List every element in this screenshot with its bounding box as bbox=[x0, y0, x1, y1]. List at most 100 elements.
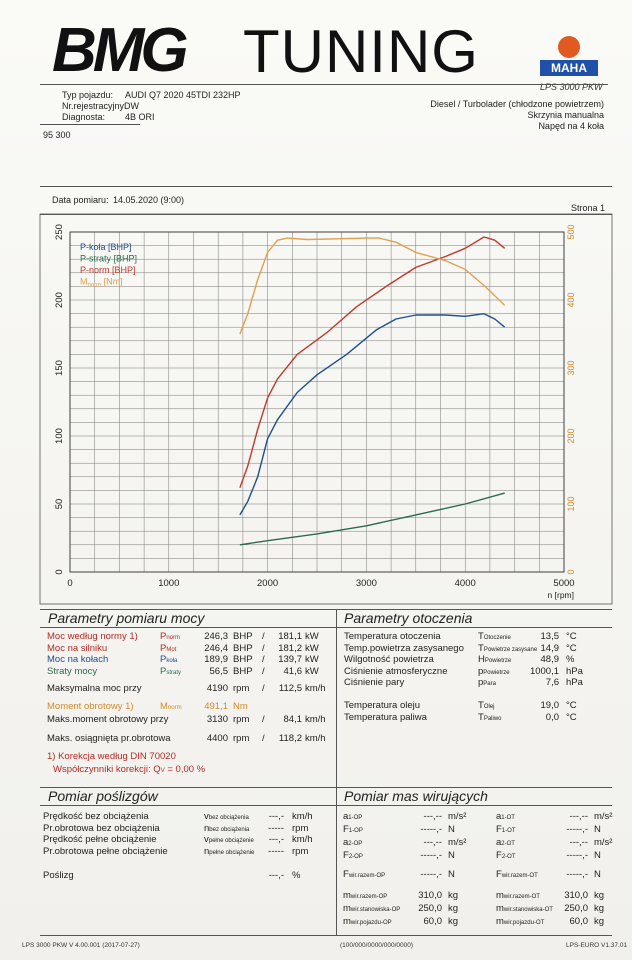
max-torque-rpm: 3130 bbox=[206, 714, 228, 725]
environment-row-value: 13,5 bbox=[540, 631, 560, 642]
y-left-tick-label: 50 bbox=[54, 499, 65, 510]
mass-right-symbol: a2-OT bbox=[496, 837, 515, 848]
mass-right-value: -----,- bbox=[566, 824, 588, 835]
mass-right-symbol: mwir.stanowiska-OT bbox=[496, 903, 553, 914]
slip-row-value: ----- bbox=[268, 822, 284, 834]
mass-right-symbol: Fwir.razem-OT bbox=[496, 869, 538, 880]
x-tick-label: 3000 bbox=[356, 578, 377, 589]
y-left-tick-label: 250 bbox=[54, 224, 65, 240]
registration-label: Nr.rejestracyjnyDW bbox=[62, 101, 140, 111]
mass-right-unit: N bbox=[594, 869, 601, 880]
power-row-unit-bhp: BHP bbox=[233, 631, 253, 642]
x-tick-label: 5000 bbox=[553, 578, 574, 589]
environment-row-unit: °C bbox=[566, 700, 577, 711]
mass-right-symbol: F2-OT bbox=[496, 850, 516, 861]
max-power-rpm: 4190 bbox=[206, 683, 228, 694]
mass-right-value: 250,0 bbox=[564, 903, 588, 914]
mass-right-unit: kg bbox=[594, 916, 605, 927]
power-row-value-bhp: 246,3 bbox=[204, 631, 228, 642]
device-model: LPS 3000 PKW bbox=[540, 82, 603, 92]
legend-entry: Mnorm [Nm] bbox=[80, 277, 123, 289]
slip-row-symbol: npełne obciążenie bbox=[204, 845, 255, 857]
slip-row-symbol: vbez obciążenia bbox=[204, 811, 249, 822]
rpm-unit: rpm bbox=[233, 714, 250, 725]
power-row-value-bhp: 246,4 bbox=[204, 642, 228, 654]
environment-row-symbol: pPara bbox=[478, 677, 496, 688]
maha-label: MAHA bbox=[540, 60, 598, 76]
environment-row-label: Temperatura oleju bbox=[344, 700, 421, 711]
power-row-label: Straty mocy bbox=[47, 665, 98, 677]
power-row-unit-kw: kW bbox=[305, 642, 319, 654]
series-line bbox=[239, 237, 506, 335]
mass-right-symbol: mwir.pojazdu-OT bbox=[496, 916, 545, 927]
mass-left-unit: m/s² bbox=[448, 837, 467, 848]
fuel-type: Diesel / Turbolader (chłodzone powietrze… bbox=[430, 99, 604, 109]
power-row-value-kw: 181,2 bbox=[278, 642, 302, 654]
mass-left-value: ---,-- bbox=[423, 811, 442, 822]
environment-row-unit: °C bbox=[566, 631, 577, 642]
mass-left-symbol: F2-OP bbox=[343, 850, 363, 861]
divider bbox=[40, 609, 612, 610]
environment-row-value: 0,0 bbox=[545, 711, 559, 723]
mass-left-unit: N bbox=[448, 850, 455, 861]
environment-section-title: Parametry otoczenia bbox=[344, 610, 473, 626]
series-line bbox=[239, 313, 506, 516]
mass-left-unit: kg bbox=[448, 916, 459, 927]
environment-row-label: Temperatura otoczenia bbox=[344, 631, 441, 642]
divider bbox=[40, 214, 612, 215]
mass-left-symbol: mwir.stanowiska-OP bbox=[343, 903, 401, 914]
y-left-tick-label: 150 bbox=[54, 360, 65, 376]
environment-row-symbol: TPowietrze zasysane bbox=[478, 642, 538, 654]
environment-row-unit: % bbox=[566, 654, 575, 665]
torque-symbol: Mnorm bbox=[160, 701, 182, 712]
slip-row-unit: km/h bbox=[292, 834, 313, 845]
environment-row-unit: °C bbox=[566, 711, 577, 723]
mass-right-value: 310,0 bbox=[564, 890, 588, 901]
diagnostician-value: 4B ORI bbox=[125, 112, 155, 122]
max-speed-rpm: 4400 bbox=[206, 733, 228, 744]
power-row-label: Moc według normy 1) bbox=[47, 631, 138, 642]
slip-row-unit: km/h bbox=[292, 811, 313, 822]
footer-euro-version: LPS-EURO V1.37.01 bbox=[566, 942, 628, 949]
x-tick-label: 4000 bbox=[455, 578, 476, 589]
series-line bbox=[239, 492, 505, 546]
mass-right-value: ---,-- bbox=[569, 837, 588, 848]
environment-row-symbol: TOtoczenie bbox=[478, 631, 511, 642]
power-row-symbol: Pnorm bbox=[160, 631, 181, 642]
page-number: Strona 1 bbox=[571, 203, 606, 213]
mass-right-unit: m/s² bbox=[594, 837, 613, 848]
mass-right-unit: N bbox=[594, 824, 601, 835]
power-row-unit-kw: kW bbox=[305, 665, 319, 677]
slip-row-symbol: vpełne obciążenie bbox=[204, 834, 254, 845]
environment-row-value: 1000,1 bbox=[529, 665, 559, 677]
y-right-tick-label: 100 bbox=[566, 496, 576, 511]
slip-row-value: ---,- bbox=[268, 834, 284, 845]
max-torque-label: Maks.moment obrotowy przy bbox=[47, 714, 169, 725]
mass-left-unit: kg bbox=[448, 903, 459, 914]
brand-logo-tuning: TUNING bbox=[243, 18, 479, 85]
kmh-unit: km/h bbox=[305, 733, 326, 744]
separator: / bbox=[262, 733, 265, 744]
gearbox-type: Skrzynia manualna bbox=[527, 110, 604, 120]
environment-row-value: 14,9 bbox=[540, 642, 560, 654]
max-speed-label: Maks. osiągnięta pr.obrotowa bbox=[47, 733, 171, 744]
footer-version: LPS 3000 PKW V 4.00.001 (2017-07-27) bbox=[22, 942, 140, 949]
torque-label: Moment obrotowy 1) bbox=[47, 701, 134, 712]
mass-right-unit: kg bbox=[594, 903, 605, 914]
slip-row-value: ---,- bbox=[268, 811, 284, 822]
power-section-title: Parametry pomiaru mocy bbox=[48, 610, 205, 626]
series-line bbox=[239, 236, 506, 488]
mass-left-value: -----,- bbox=[420, 850, 442, 861]
power-row-label: Moc na silniku bbox=[47, 642, 108, 654]
power-row-symbol: Pstraty bbox=[160, 665, 182, 677]
torque-value: 491,1 bbox=[204, 701, 228, 712]
y-right-tick-label: 200 bbox=[566, 428, 576, 443]
separator: / bbox=[262, 683, 265, 694]
divider bbox=[40, 186, 612, 187]
divider bbox=[40, 84, 608, 85]
diagnostician-label: Diagnosta: bbox=[62, 112, 106, 122]
legend-entry: P-norm [BHP] bbox=[80, 265, 136, 275]
divider bbox=[336, 609, 337, 935]
